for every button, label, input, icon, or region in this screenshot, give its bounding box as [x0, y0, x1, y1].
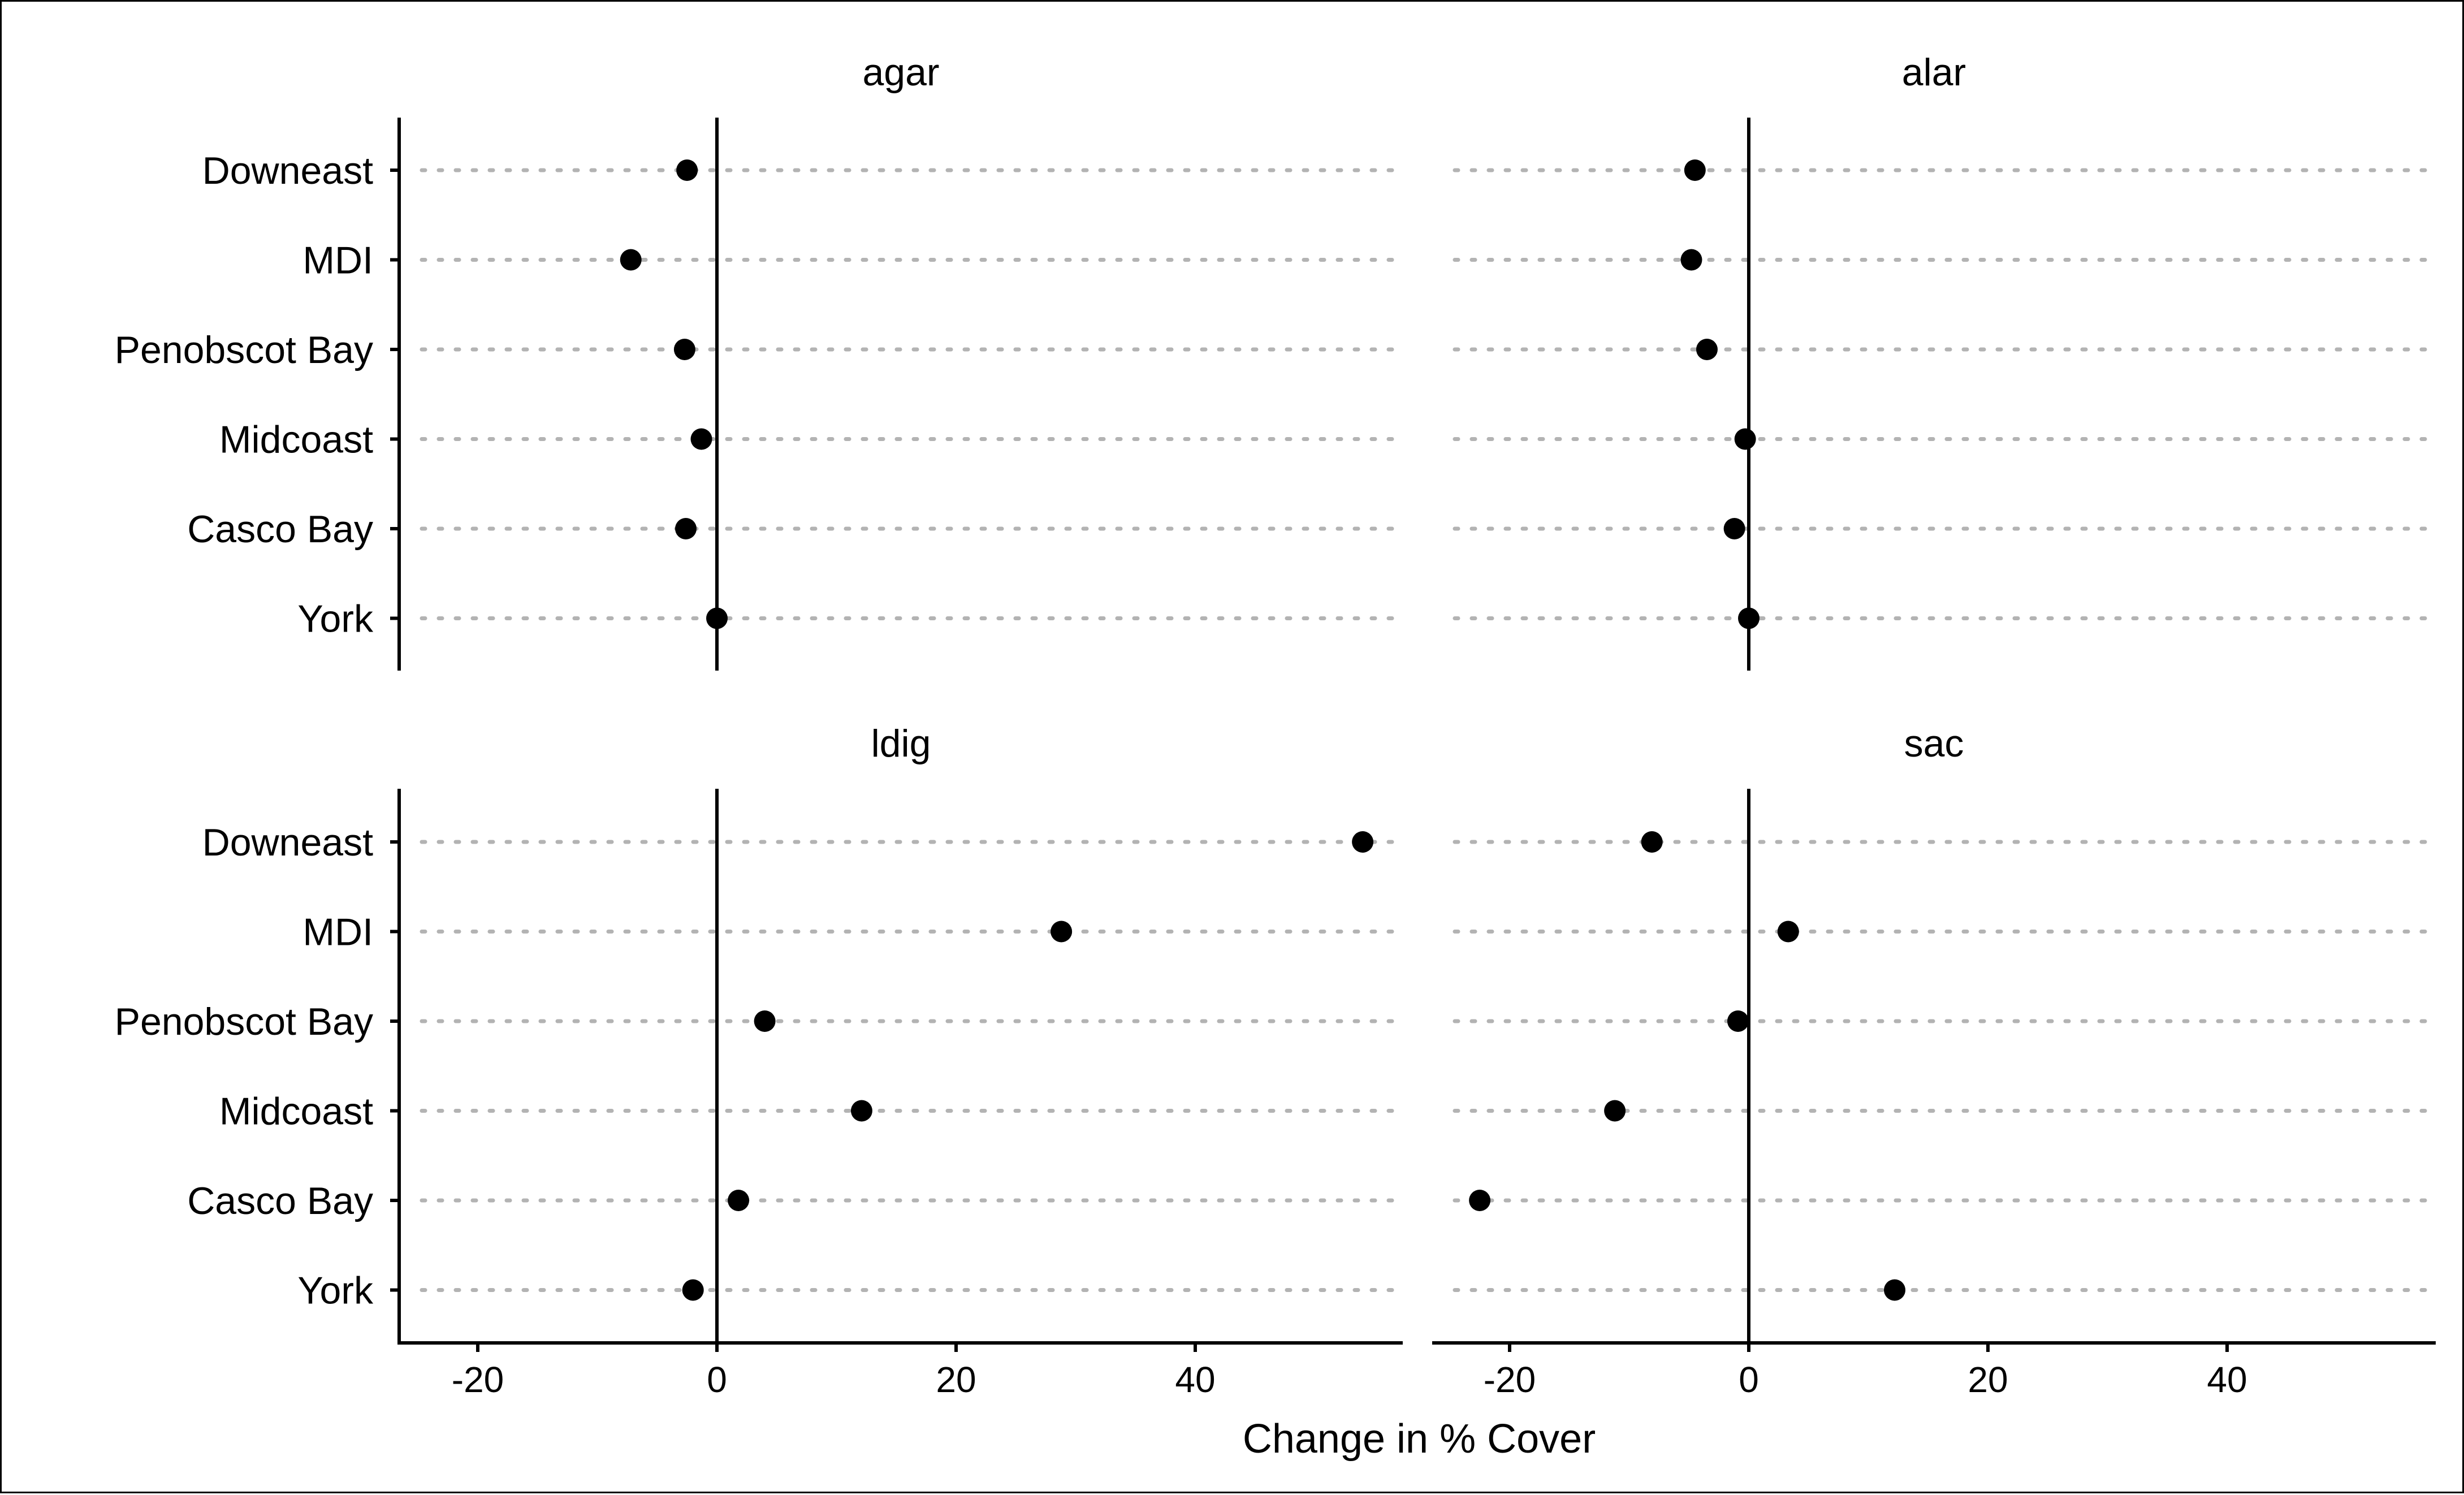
data-point-sac — [1884, 1279, 1906, 1301]
data-point-agar — [706, 607, 728, 629]
y-tick-label: Penobscot Bay — [115, 1000, 373, 1043]
data-point-alar — [1723, 518, 1745, 539]
x-tick-label: 0 — [1739, 1359, 1759, 1400]
data-point-agar — [690, 428, 712, 450]
data-point-ldig — [1051, 921, 1073, 943]
x-tick-label: 0 — [707, 1359, 727, 1400]
x-tick-label: -20 — [452, 1359, 504, 1400]
data-point-ldig — [850, 1100, 872, 1122]
data-point-sac — [1777, 921, 1799, 943]
y-tick-label: York — [297, 598, 374, 641]
data-point-alar — [1734, 428, 1756, 450]
panel-title-agar: agar — [862, 51, 939, 94]
y-tick-label: Midcoast — [219, 418, 373, 461]
data-point-ldig — [1352, 831, 1374, 853]
data-point-ldig — [754, 1010, 776, 1032]
x-tick-label: 20 — [1968, 1359, 2008, 1400]
panel-title-alar: alar — [1902, 51, 1966, 94]
data-point-agar — [620, 249, 642, 271]
data-point-agar — [675, 518, 697, 539]
data-point-sac — [1604, 1100, 1626, 1122]
panel-title-ldig: ldig — [871, 722, 931, 765]
y-tick-label: MDI — [302, 239, 373, 282]
y-tick-label: York — [297, 1269, 374, 1312]
x-tick-label: 40 — [1175, 1359, 1215, 1400]
y-tick-label: Penobscot Bay — [115, 329, 373, 371]
data-point-alar — [1738, 607, 1760, 629]
x-tick-label: -20 — [1484, 1359, 1536, 1400]
data-point-agar — [673, 339, 695, 360]
y-tick-label: Downeast — [202, 821, 373, 864]
data-point-sac — [1641, 831, 1663, 853]
data-point-sac — [1469, 1190, 1491, 1211]
y-tick-label: MDI — [302, 911, 373, 954]
y-tick-label: Downeast — [202, 149, 373, 192]
x-tick-label: 20 — [936, 1359, 976, 1400]
x-axis-title: Change in % Cover — [1243, 1416, 1596, 1462]
data-point-ldig — [682, 1279, 704, 1301]
x-tick-label: 40 — [2207, 1359, 2247, 1400]
y-tick-label: Casco Bay — [187, 508, 373, 551]
data-point-agar — [676, 159, 698, 181]
data-point-alar — [1680, 249, 1702, 271]
y-tick-label: Casco Bay — [187, 1179, 373, 1222]
data-point-ldig — [728, 1190, 750, 1211]
data-point-sac — [1727, 1010, 1749, 1032]
panel-title-sac: sac — [1904, 722, 1964, 765]
data-point-alar — [1696, 339, 1718, 360]
y-tick-label: Midcoast — [219, 1090, 373, 1133]
data-point-alar — [1684, 159, 1706, 181]
